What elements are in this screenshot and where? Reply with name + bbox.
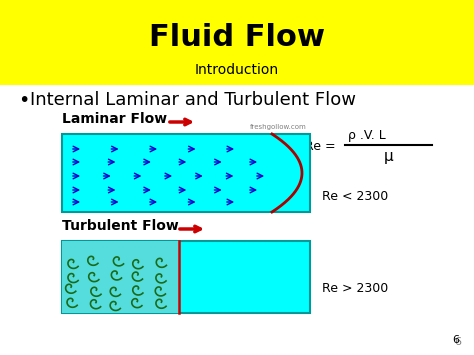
Text: •: • [18, 91, 29, 109]
FancyBboxPatch shape [62, 241, 179, 313]
FancyBboxPatch shape [62, 134, 310, 212]
Text: Turbulent Flow: Turbulent Flow [62, 219, 179, 233]
Text: Re > 2300: Re > 2300 [322, 282, 388, 295]
Text: 6: 6 [454, 337, 461, 347]
Text: ρ .V. L: ρ .V. L [348, 129, 386, 142]
FancyBboxPatch shape [0, 0, 474, 85]
Text: Re < 2300: Re < 2300 [322, 191, 388, 203]
Text: freshgollow.com: freshgollow.com [250, 124, 307, 130]
Text: Re =: Re = [305, 141, 336, 153]
Text: μ: μ [384, 149, 393, 164]
Text: Internal Laminar and Turbulent Flow: Internal Laminar and Turbulent Flow [30, 91, 356, 109]
Text: 6: 6 [452, 335, 459, 345]
Text: Laminar Flow: Laminar Flow [62, 112, 167, 126]
FancyBboxPatch shape [62, 241, 310, 313]
Text: Introduction: Introduction [195, 63, 279, 77]
Text: Fluid Flow: Fluid Flow [149, 22, 325, 51]
